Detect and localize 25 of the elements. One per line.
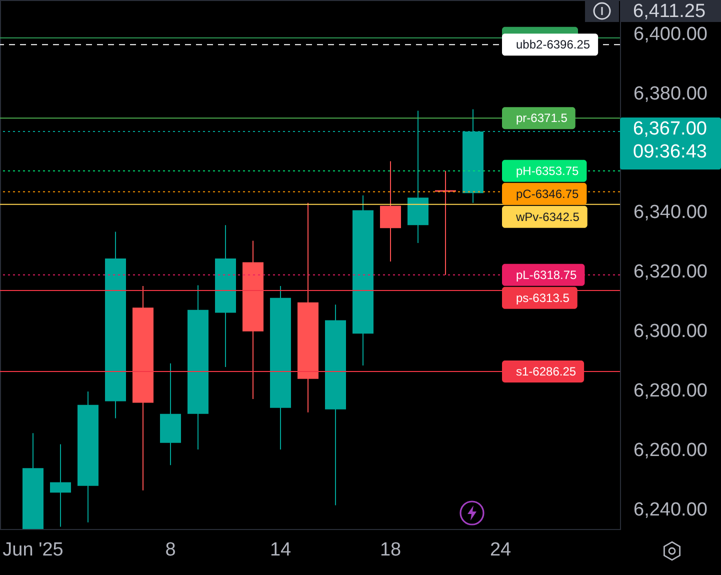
y-tick-label: 6,340.00 [634,202,708,224]
candlestick [50,444,71,528]
ref-line-label: s1-6286.25 [516,364,576,378]
y-tick-label: 6,380.00 [634,83,708,104]
ref-line-label: ubb2-6396.25 [516,38,590,52]
y-tick-label: 6,400.00 [634,24,708,45]
y-tick-label: 6,260.00 [634,440,708,461]
x-tick-label: 14 [270,540,292,560]
y-tick-label: 6,280.00 [634,380,708,402]
x-tick-label: Jun '25 [2,540,64,560]
y-tick-label: 6,240.00 [634,499,708,520]
y-tick-label: 6,300.00 [634,321,708,342]
x-tick-label: 8 [165,540,176,560]
ref-line-label: wPv-6342.5 [515,210,580,224]
ref-line-label: ps-6313.5 [516,290,570,305]
ref-line-label: pr-6371.5 [516,111,568,126]
ref-line-label: pL-6318.75 [516,268,578,282]
text: 6,411.25 [633,1,706,22]
ref-line-label: pH-6353.75 [516,164,580,178]
x-tick-label: 24 [490,540,512,560]
candlestick [380,160,401,262]
y-tick-label: 6,320.00 [634,262,708,283]
ref-line-label: 6,367.00 09:36:43 [633,118,707,163]
x-tick-label: 18 [380,540,402,560]
ref-line-label: pC-6346.75 [516,186,580,201]
